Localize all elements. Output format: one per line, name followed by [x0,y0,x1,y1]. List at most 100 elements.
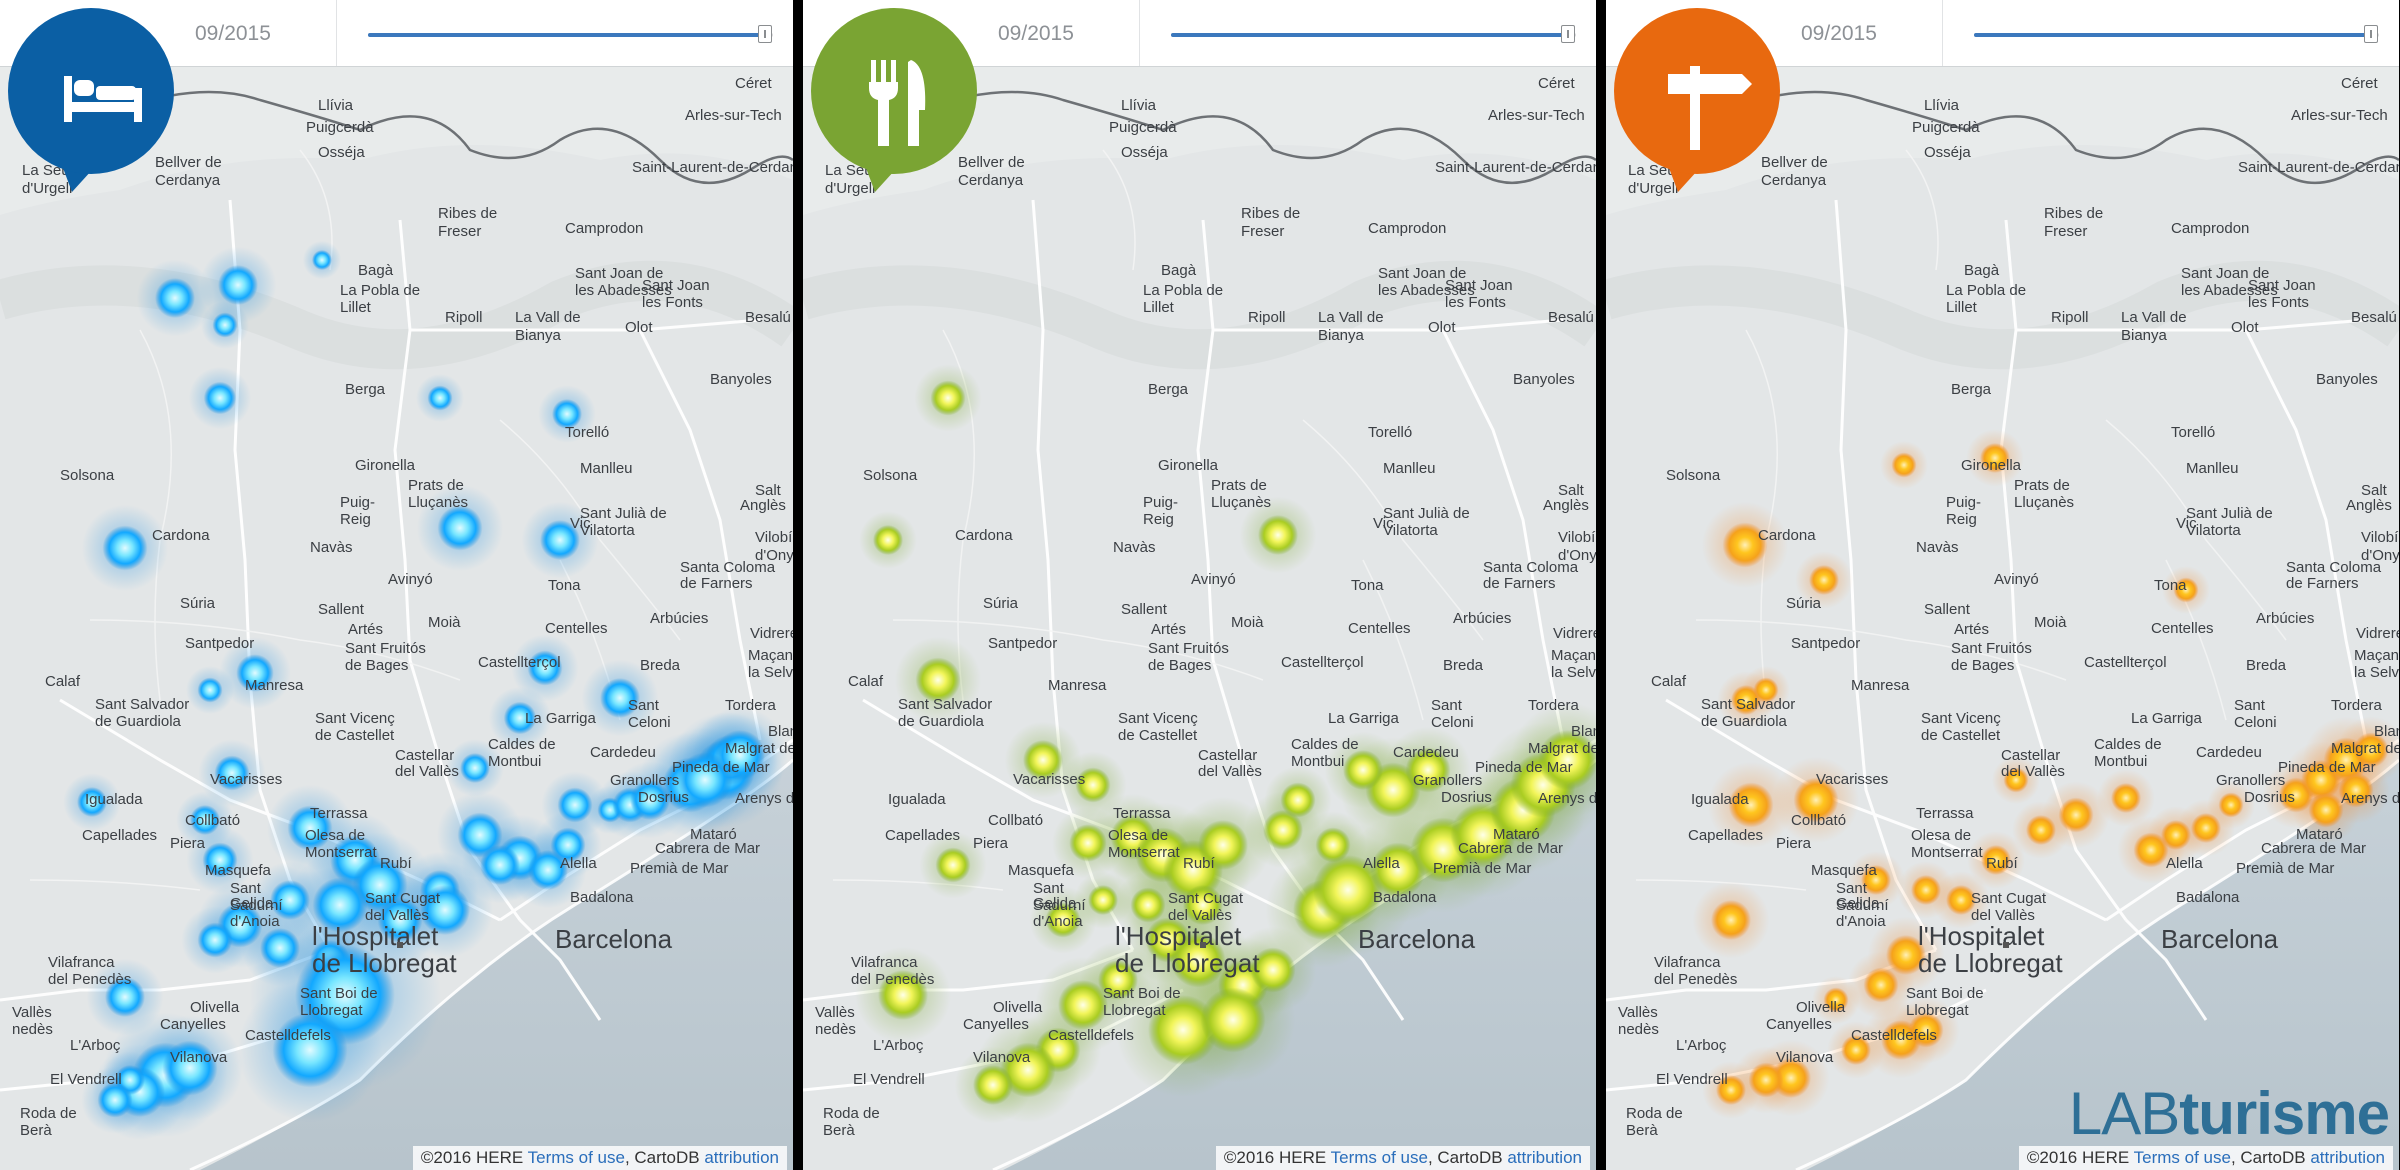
category-badge[interactable] [8,8,174,192]
place-label: Castellar [2001,747,2060,764]
divider [1139,0,1140,66]
place-label: Puig- [340,494,375,511]
place-label: Sant Joan de [575,265,663,282]
place-label: de Bages [345,657,408,674]
place-label: Tona [2154,577,2187,594]
attribution-link[interactable]: attribution [704,1148,779,1167]
place-label: Vallès [815,1004,855,1021]
place-label: Artés [348,621,383,638]
terms-link[interactable]: Terms of use [1330,1148,1428,1167]
slider-thumb[interactable] [2363,25,2378,43]
slider-thumb[interactable] [1560,25,1575,43]
place-label: del Penedès [48,971,131,988]
place-label: Sadurní [230,897,283,914]
place-label: Centelles [1348,620,1411,637]
place-label: Vilobí [2361,529,2399,546]
place-label: Berga [1951,381,1992,398]
place-label: Maçanet de [1551,647,1596,664]
place-label: La Pobla de [340,282,420,299]
place-label: d'Urgell [22,180,72,197]
time-slider[interactable] [368,25,773,43]
place-label: Céret [735,75,773,92]
map-panel-accommodation[interactable]: Amélie-les-Bains-PalaldaCéretArles-sur-T… [0,0,793,1170]
place-label: Ribes de [1241,205,1300,222]
place-label: Badalona [1373,889,1437,906]
place-label: Artés [1954,621,1989,638]
place-label: Osséja [1924,144,1971,161]
place-label: Sant Joan de [1378,265,1466,282]
place-label: Vic [570,515,591,532]
place-label: Premià de Mar [2236,860,2334,877]
place-label: Bagà [1161,262,1197,279]
terms-link[interactable]: Terms of use [2133,1148,2231,1167]
place-label: Navàs [310,539,353,556]
place-label: Sant Salvador [95,696,189,713]
place-label: Vallès [12,1004,52,1021]
place-label: Capellades [885,827,960,844]
place-label: Salt [1558,482,1585,499]
place-label: de Bages [1148,657,1211,674]
place-label: de Guardiola [898,713,985,730]
place-label: la Selva [748,664,793,681]
place-label: del Vallès [2001,763,2065,780]
place-label: de Guardiola [1701,713,1788,730]
place-label: Granollers [2216,772,2285,789]
place-label: La Pobla de [1143,282,1223,299]
place-label: Salt [2361,482,2388,499]
slider-fill [368,33,765,37]
category-badge[interactable] [1614,8,1780,192]
place-label: La Vall de [1318,309,1384,326]
place-label: Sant Vicenç [1921,710,2001,727]
place-label: Sant Cugat [365,890,441,907]
place-label: Camprodon [1368,220,1446,237]
place-label: Ribes de [2044,205,2103,222]
place-label: Tona [1351,577,1384,594]
time-slider[interactable] [1974,25,2379,43]
place-label: Besalú [1548,309,1594,326]
place-label: Collbató [185,812,240,829]
slider-thumb[interactable] [757,25,772,43]
place-label: d'Onyar [1558,547,1596,564]
place-label: Gelida [1033,895,1077,912]
place-label: Anglès [2346,497,2392,514]
place-label: El Vendrell [1656,1071,1728,1088]
place-label: Tordera [1528,697,1580,714]
place-label: Capellades [1688,827,1763,844]
place-label: Celoni [1431,714,1474,731]
place-label: Vilafranca [48,954,115,971]
base-map[interactable]: Amélie-les-Bains-PalaldaCéretArles-sur-T… [0,0,793,1170]
category-badge[interactable] [811,8,977,192]
place-label: Montserrat [305,844,378,861]
place-label: Sant Boi de [1103,985,1181,1002]
place-label: l'Hospitalet [1115,921,1242,951]
place-label: Sant Julià de [1383,505,1470,522]
place-label: Puigcerdà [1109,119,1177,136]
place-label: Canyelles [1766,1016,1832,1033]
place-label: del Penedès [851,971,934,988]
place-label: Bianya [515,327,562,344]
base-map[interactable]: Amélie-les-Bains-PalaldaCéretArles-sur-T… [1606,0,2399,1170]
place-label: Vacarisses [1816,771,1888,788]
place-label: Mataró [690,826,737,843]
terms-link[interactable]: Terms of use [527,1148,625,1167]
place-label: Roda de [20,1105,77,1122]
attribution-link[interactable]: attribution [2310,1148,2385,1167]
place-label: Vidreres [1553,625,1596,642]
time-slider[interactable] [1171,25,1576,43]
place-label: Rubí [1986,855,2019,872]
place-label: Avinyó [388,571,433,588]
place-label: Alella [2166,855,2203,872]
place-label: Camprodon [565,220,643,237]
place-label: Bagà [358,262,394,279]
place-label: Collbató [1791,812,1846,829]
place-label: Premià de Mar [1433,860,1531,877]
map-panel-restaurants[interactable]: Amélie-les-Bains-PalaldaCéretArles-sur-T… [803,0,1596,1170]
map-panel-activities[interactable]: Amélie-les-Bains-PalaldaCéretArles-sur-T… [1606,0,2399,1170]
place-label: Sant [2234,697,2266,714]
place-label: Prats de [2014,477,2070,494]
place-label: Banyoles [1513,371,1575,388]
place-label: Rubí [380,855,413,872]
place-label: Olesa de [1911,827,1971,844]
place-label: l'Hospitalet [312,921,439,951]
attribution-link[interactable]: attribution [1507,1148,1582,1167]
